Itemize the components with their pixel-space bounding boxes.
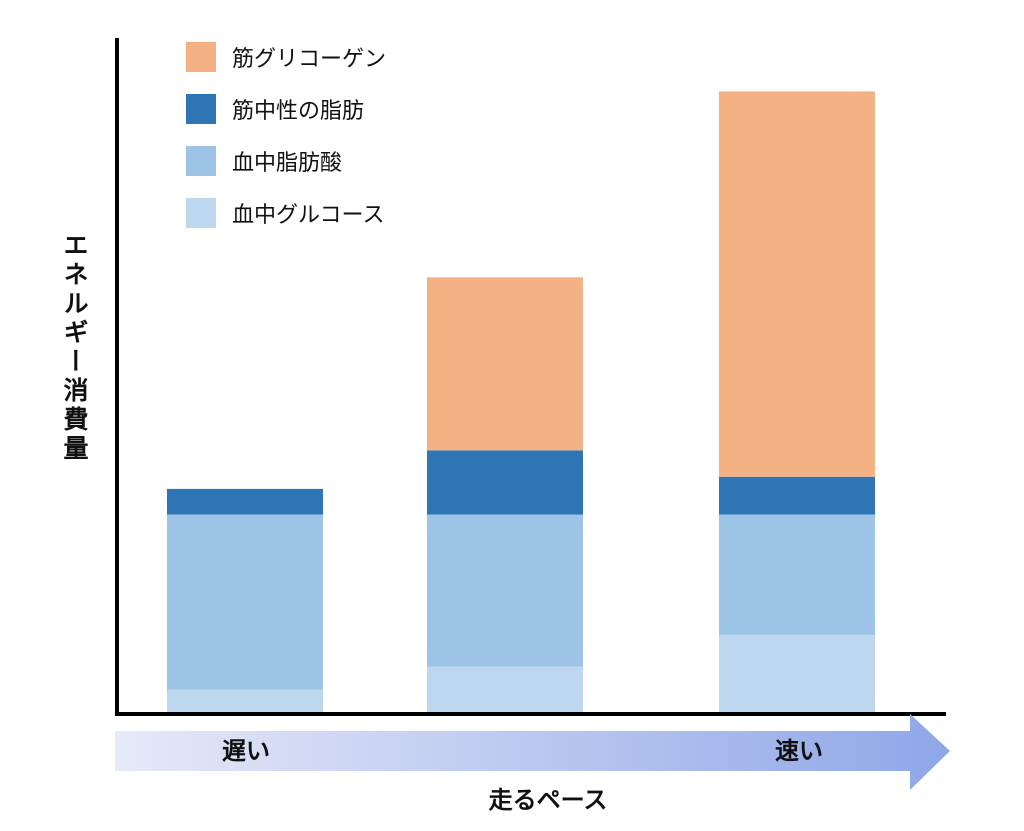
y-axis-label: エネルギー消費量 — [60, 232, 89, 464]
bar-segment-1-series-0 — [167, 689, 323, 714]
legend-label: 筋グリコーゲン — [232, 47, 386, 72]
legend-swatch — [186, 94, 216, 124]
bar-segment-2-series-3 — [427, 277, 583, 451]
x-tick-label-slow: 遅い — [222, 737, 270, 765]
legend-swatch — [186, 146, 216, 176]
bar-segment-2-series-2 — [427, 450, 583, 515]
bar-segment-1-series-2 — [167, 488, 323, 515]
bar-segment-3-series-2 — [719, 476, 875, 515]
legend-swatch — [186, 198, 216, 228]
x-tick-label-fast: 速い — [775, 737, 823, 765]
bar-segment-1-series-1 — [167, 514, 323, 690]
bar-segment-2-series-0 — [427, 666, 583, 714]
bar-segment-3-series-1 — [719, 514, 875, 635]
bar-segment-3-series-0 — [719, 634, 875, 714]
legend-label: 血中脂肪酸 — [232, 151, 342, 176]
legend-label: 血中グルコース — [232, 203, 384, 228]
legend-label: 筋中性の脂肪 — [232, 99, 364, 124]
x-axis-label: 走るペース — [489, 786, 608, 814]
bar-segment-3-series-3 — [719, 91, 875, 477]
pace-arrow — [115, 714, 950, 790]
legend-swatch — [186, 42, 216, 72]
bar-segment-2-series-1 — [427, 514, 583, 667]
